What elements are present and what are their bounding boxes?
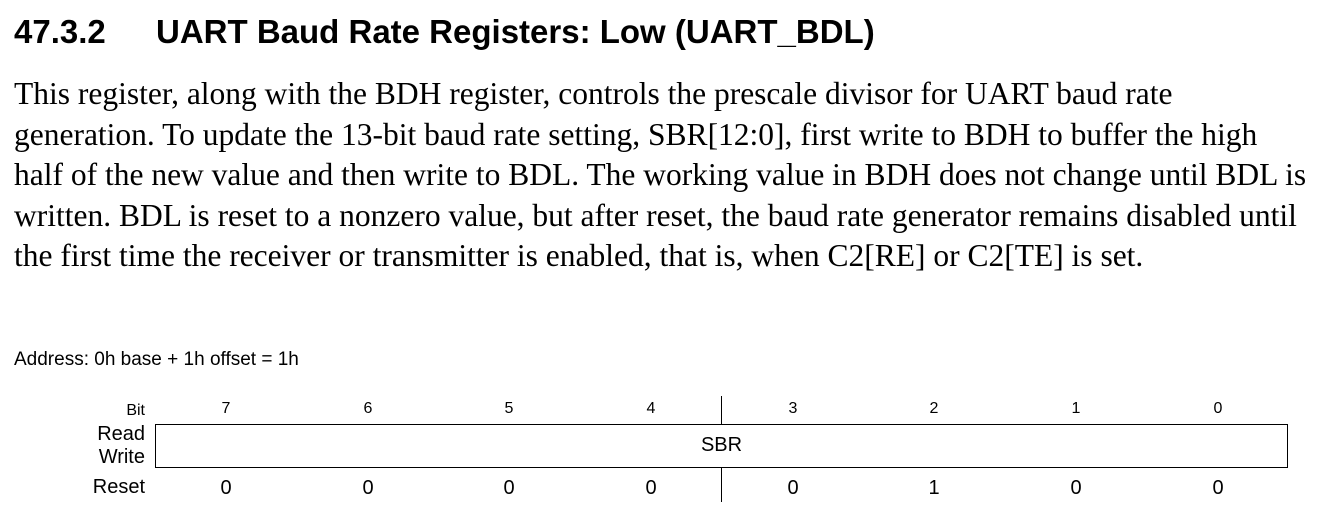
reset-value-bit-7: 0 bbox=[220, 477, 232, 499]
reset-value-bit-4: 0 bbox=[645, 477, 657, 499]
reset-row-label: Reset bbox=[92, 476, 145, 498]
bit-number-0: 0 bbox=[1213, 400, 1223, 417]
reset-value-bit-2: 1 bbox=[928, 477, 940, 499]
sbr-field-name: SBR bbox=[700, 434, 743, 456]
bit-number-4: 4 bbox=[646, 400, 656, 417]
bit-number-6: 6 bbox=[363, 400, 373, 417]
reset-value-bit-5: 0 bbox=[503, 477, 515, 499]
nibble-divider-bottom bbox=[721, 468, 722, 502]
read-row-label: Read bbox=[97, 423, 145, 445]
bit-number-2: 2 bbox=[929, 400, 939, 417]
write-row-label: Write bbox=[98, 446, 145, 468]
reset-value-bit-6: 0 bbox=[362, 477, 374, 499]
bit-number-5: 5 bbox=[504, 400, 514, 417]
nibble-divider-top bbox=[721, 396, 722, 424]
section-title: UART Baud Rate Registers: Low (UART_BDL) bbox=[156, 13, 875, 50]
sbr-field-box bbox=[155, 424, 1288, 468]
reset-value-bit-3: 0 bbox=[787, 477, 799, 499]
bit-number-1: 1 bbox=[1071, 400, 1081, 417]
section-heading: 47.3.2 UART Baud Rate Registers: Low (UAR… bbox=[14, 10, 875, 54]
reset-value-bit-0: 0 bbox=[1212, 477, 1224, 499]
bit-number-3: 3 bbox=[788, 400, 798, 417]
section-number: 47.3.2 bbox=[14, 13, 106, 50]
bit-number-7: 7 bbox=[221, 400, 231, 417]
bit-row-label: Bit bbox=[126, 402, 145, 419]
register-description: This register, along with the BDH regist… bbox=[14, 76, 1307, 273]
reset-value-bit-1: 0 bbox=[1070, 477, 1082, 499]
register-address: Address: 0h base + 1h offset = 1h bbox=[14, 349, 299, 370]
